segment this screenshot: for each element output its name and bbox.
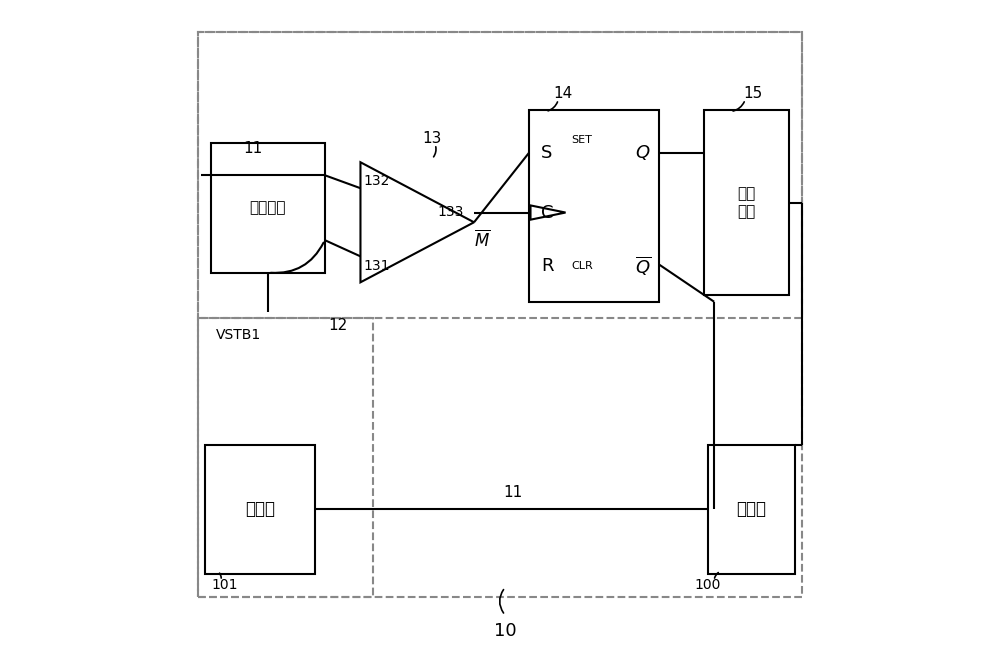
- Text: 132: 132: [364, 174, 390, 188]
- Text: Q: Q: [636, 143, 650, 162]
- Text: 101: 101: [211, 578, 238, 592]
- Bar: [198, 318, 373, 597]
- Text: CLR: CLR: [571, 261, 593, 271]
- Text: 分压单元: 分压单元: [250, 200, 286, 215]
- Bar: [708, 445, 795, 574]
- Text: 100: 100: [695, 578, 721, 592]
- Text: $\overline{Q}$: $\overline{Q}$: [635, 254, 651, 278]
- Text: SET: SET: [571, 134, 592, 145]
- Bar: [211, 143, 325, 273]
- Text: S: S: [541, 143, 552, 162]
- Text: 主设备: 主设备: [245, 500, 275, 519]
- Text: 131: 131: [364, 258, 390, 273]
- Text: 13: 13: [422, 131, 441, 146]
- Text: $\overline{M}$: $\overline{M}$: [474, 229, 490, 250]
- Bar: [529, 110, 659, 302]
- Text: 133: 133: [438, 205, 464, 219]
- Text: 阻抗
单元: 阻抗 单元: [737, 187, 756, 219]
- Bar: [198, 32, 802, 597]
- Text: VSTB1: VSTB1: [216, 328, 261, 342]
- Text: C: C: [541, 204, 553, 221]
- Bar: [198, 32, 802, 318]
- Text: 11: 11: [244, 141, 263, 156]
- Text: 从设备: 从设备: [736, 500, 766, 519]
- Text: R: R: [541, 257, 553, 275]
- Text: 12: 12: [328, 318, 347, 333]
- Bar: [205, 445, 315, 574]
- Text: 14: 14: [553, 86, 572, 101]
- Text: 11: 11: [503, 485, 523, 500]
- Text: 15: 15: [743, 86, 763, 101]
- Bar: [704, 110, 789, 295]
- Text: 10: 10: [494, 622, 517, 640]
